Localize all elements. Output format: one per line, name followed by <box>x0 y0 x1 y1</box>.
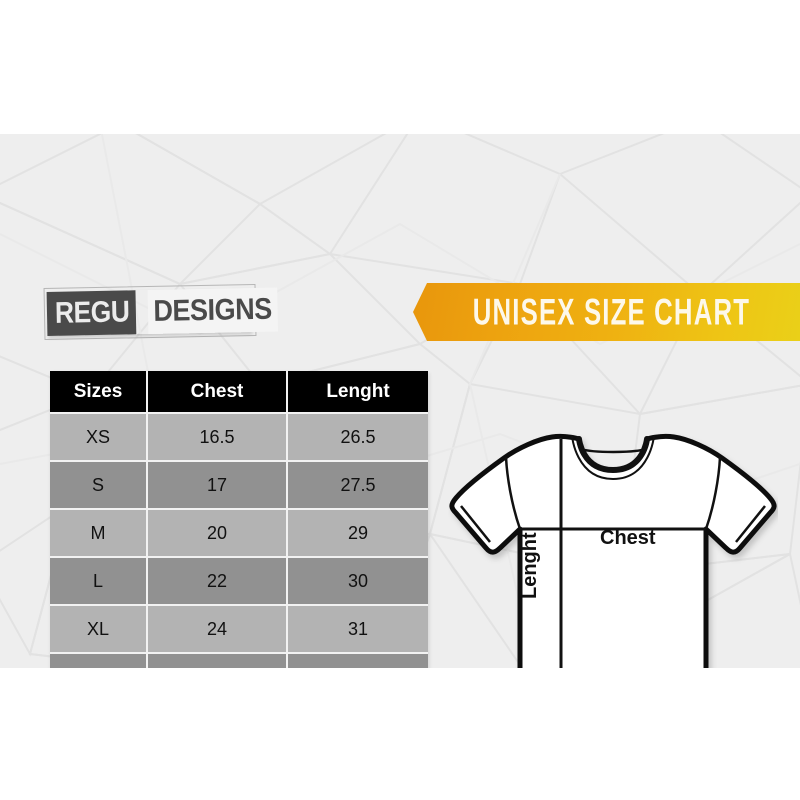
length-measure-label: Lenght <box>519 532 541 599</box>
column-header-sizes: Sizes <box>50 371 148 414</box>
table-row: XL 24 31 <box>50 606 428 654</box>
tshirt-cuff-left <box>460 505 491 543</box>
cell-length: 27.5 <box>288 462 428 510</box>
cell-size: M <box>50 510 148 558</box>
table-row: S 17 27.5 <box>50 462 428 510</box>
title-banner: UNISEX SIZE CHART <box>413 283 800 341</box>
cell-chest: 17 <box>148 462 288 510</box>
cell-length: 29 <box>288 510 428 558</box>
tshirt-sleeve-seam-left <box>504 456 522 530</box>
page-title: UNISEX SIZE CHART <box>472 290 750 333</box>
size-chart-card: REGU DESIGNS UNISEX SIZE CHART Sizes Che… <box>0 134 800 668</box>
column-header-lenght: Lenght <box>288 371 428 414</box>
tshirt-illustration <box>449 433 777 668</box>
cell-chest: 16.5 <box>148 414 288 462</box>
tshirt-collar-inner-line <box>571 435 655 481</box>
logo-inner: REGU DESIGNS <box>46 287 278 336</box>
cell-length: 30 <box>288 558 428 606</box>
cell-size: S <box>50 462 148 510</box>
table-row: M 20 29 <box>50 510 428 558</box>
cell-size: 2XL <box>50 654 148 668</box>
logo-text-designs: DESIGNS <box>147 287 278 335</box>
size-table-body: XS 16.5 26.5 S 17 27.5 M 20 29 L 22 30 X… <box>50 414 428 668</box>
table-row: XS 16.5 26.5 <box>50 414 428 462</box>
tshirt-collar <box>576 436 650 474</box>
tshirt-cuff-right <box>735 505 766 543</box>
cell-size: XS <box>50 414 148 462</box>
size-table: Sizes Chest Lenght XS 16.5 26.5 S 17 27.… <box>50 371 428 668</box>
cell-size: XL <box>50 606 148 654</box>
cell-chest: 24 <box>148 606 288 654</box>
brand-logo: REGU DESIGNS <box>43 283 278 341</box>
tshirt-sleeve-seam-right <box>704 456 722 530</box>
table-row: 2XL 26 31.5 <box>50 654 428 668</box>
cell-length: 31 <box>288 606 428 654</box>
table-row: L 22 30 <box>50 558 428 606</box>
chest-measure-label: Chest <box>600 527 656 549</box>
column-header-chest: Chest <box>148 371 288 414</box>
cell-chest: 22 <box>148 558 288 606</box>
cell-length: 26.5 <box>288 414 428 462</box>
cell-size: L <box>50 558 148 606</box>
size-table-head: Sizes Chest Lenght <box>50 371 428 414</box>
cell-chest: 20 <box>148 510 288 558</box>
tshirt-collar-band <box>579 447 647 454</box>
cell-length: 31.5 <box>288 654 428 668</box>
table-header-row: Sizes Chest Lenght <box>50 371 428 414</box>
cell-chest: 26 <box>148 654 288 668</box>
logo-text-regu: REGU <box>46 290 137 336</box>
